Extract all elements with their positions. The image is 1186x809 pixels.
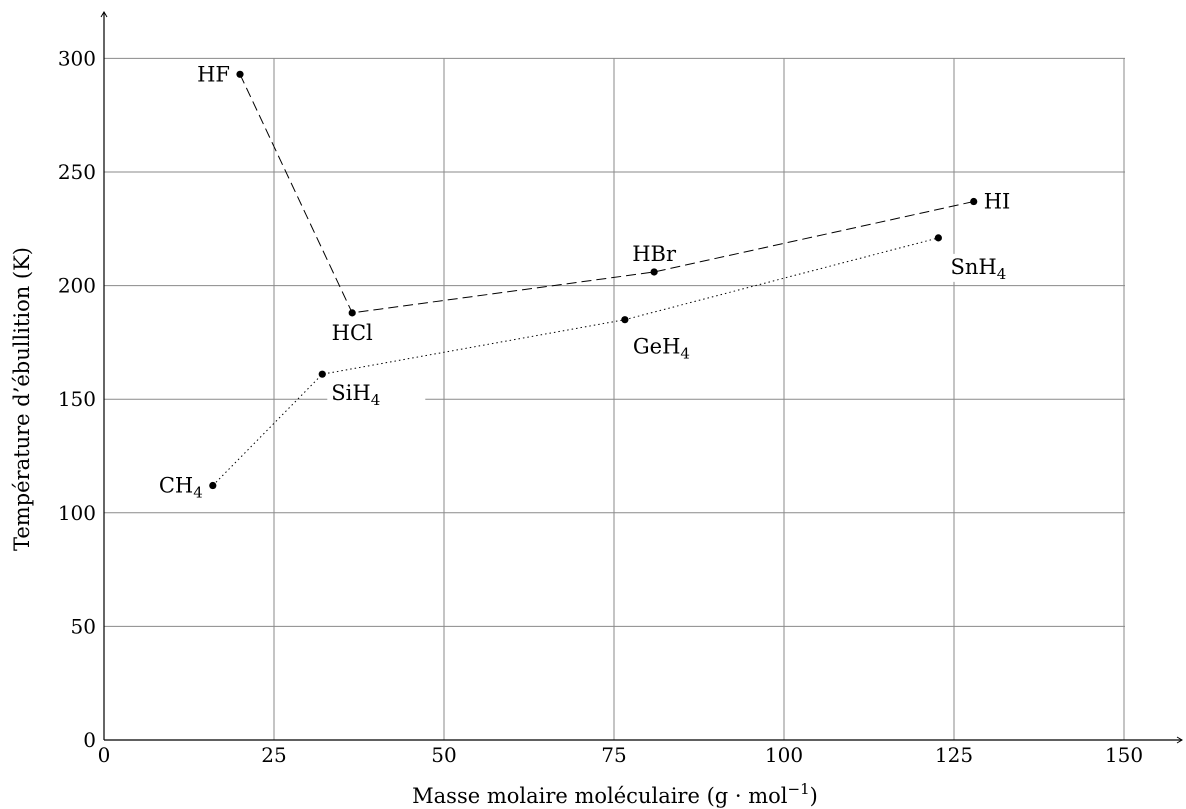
x-tick-label: 50 — [431, 743, 456, 767]
x-tick-label: 25 — [261, 743, 286, 767]
data-point — [236, 70, 244, 78]
x-axis-label: Masse molaire moléculaire (g · mol−1) — [412, 780, 818, 808]
dashed-series-line — [239, 74, 974, 314]
point-label: HF — [197, 62, 230, 86]
x-axis-arrow — [1176, 736, 1183, 744]
x-tick-label: 125 — [935, 743, 973, 767]
data-point — [209, 481, 217, 490]
data-point — [934, 234, 942, 242]
data-point — [650, 268, 658, 276]
grid — [104, 57, 1125, 740]
x-tick-label: 0 — [98, 743, 111, 767]
data-points — [209, 70, 978, 490]
data-point — [970, 197, 978, 206]
data-point — [348, 309, 356, 317]
data-point — [621, 316, 629, 324]
tick-labels: 0 25 50 75 100 125 150 0 50 100 150 200 250 300 — [58, 46, 1143, 767]
y-axis-arrow — [100, 11, 108, 18]
y-tick-label: 0 — [83, 728, 96, 752]
y-tick-label: 300 — [58, 46, 96, 70]
y-axis-label: Température d’ébullition (K) — [10, 247, 34, 551]
x-tick-label: 150 — [1105, 743, 1143, 767]
point-labels: HF HCl HBr HI CH4 SiH4 GeH4 SnH4 — [159, 62, 1019, 502]
y-tick-label: 50 — [71, 614, 96, 638]
series-lines — [212, 74, 974, 486]
point-label: HI — [984, 190, 1011, 214]
point-label: SiH4 — [331, 381, 380, 409]
point-label: HBr — [632, 242, 677, 266]
y-tick-label: 150 — [58, 387, 96, 411]
y-tick-label: 250 — [58, 160, 96, 184]
point-label: GeH4 — [633, 335, 690, 363]
y-tick-label: 100 — [58, 501, 96, 525]
point-label: SnH4 — [950, 255, 1006, 283]
label-mask — [327, 380, 426, 409]
y-tick-label: 200 — [58, 274, 96, 298]
axes — [100, 11, 1183, 744]
point-label: CH4 — [159, 474, 203, 502]
point-label: HCl — [332, 321, 373, 345]
x-tick-label: 75 — [601, 743, 626, 767]
data-point — [318, 370, 326, 378]
label-mask — [938, 253, 1019, 282]
x-tick-label: 100 — [765, 743, 803, 767]
dotted-series-line — [212, 237, 939, 486]
